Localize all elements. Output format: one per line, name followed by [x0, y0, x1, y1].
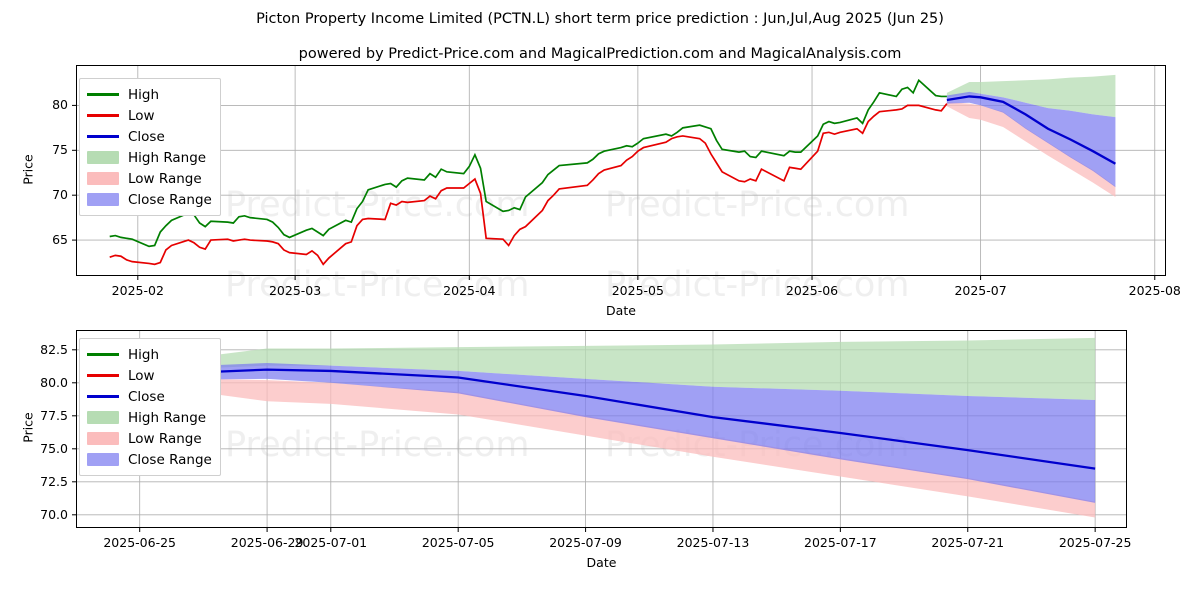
- legend-label: Close: [128, 128, 165, 145]
- low-range-band: [139, 377, 1096, 518]
- legend-label: High: [128, 346, 160, 363]
- legend-band-swatch-high-range: [87, 151, 119, 164]
- legend-item-low-range: Low Range: [87, 428, 212, 449]
- close-price-line: [139, 368, 1096, 470]
- legend-line-swatch-high: [87, 89, 119, 101]
- y-tick-label: 75: [52, 142, 68, 158]
- x-tick-label: 2025-03: [268, 283, 322, 298]
- legend-item-close-range: Close Range: [87, 189, 212, 210]
- x-tick-label: 2025-08: [1128, 283, 1181, 298]
- y-tick-label: 77.5: [40, 407, 68, 423]
- x-tick-label: 2025-07-05: [421, 535, 495, 550]
- legend-item-high-range: High Range: [87, 147, 212, 168]
- page-title: Picton Property Income Limited (PCTN.L) …: [256, 11, 944, 27]
- legend-label: High: [128, 86, 160, 103]
- legend-line-swatch-low: [87, 370, 119, 382]
- x-tick-label: 2025-02: [111, 283, 164, 298]
- legend-label: Close: [128, 388, 165, 405]
- top-chart-legend: High Low Close High Range Low Range Close Ran…: [79, 78, 221, 216]
- legend-label: High Range: [128, 409, 207, 426]
- high-range-band: [139, 337, 1096, 400]
- x-tick-label: 2025-07-09: [549, 535, 622, 550]
- close-range-band: [139, 363, 1096, 503]
- x-tick-label: 2025-07-21: [931, 535, 1005, 550]
- x-tick-label: 2025-06-29: [230, 535, 304, 550]
- bottom-x-axis-title: Date: [586, 555, 617, 570]
- legend-label: Low: [128, 107, 155, 124]
- bottom-chart-canvas: [72, 330, 1127, 532]
- y-tick-label: 72.5: [40, 473, 68, 489]
- x-tick-label: 2025-07-17: [804, 535, 877, 550]
- x-tick-label: 2025-07-01: [294, 535, 368, 550]
- x-tick-label: 2025-04: [443, 283, 496, 298]
- page-subtitle: powered by Predict-Price.com and Magical…: [298, 46, 902, 62]
- y-tick-label: 70: [52, 187, 68, 203]
- historical-and-forecast-chart: Predict-Price.com Predict-Price.com Predic…: [0, 60, 1200, 320]
- bottom-chart-legend: High Low Close High Range Low Range Close Ran…: [79, 338, 221, 476]
- top-chart-canvas: [72, 65, 1166, 280]
- y-tick-label: 65: [52, 232, 68, 248]
- x-tick-label: 2025-05: [611, 283, 664, 298]
- legend-label: Low Range: [128, 430, 202, 447]
- legend-item-high-range: High Range: [87, 407, 212, 428]
- x-tick-label: 2025-06-25: [103, 535, 177, 550]
- legend-item-low-range: Low Range: [87, 168, 212, 189]
- legend-item-close: Close: [87, 126, 212, 147]
- legend-item-close-range: Close Range: [87, 449, 212, 470]
- top-y-axis-title: Price: [20, 153, 36, 185]
- y-tick-label: 80: [52, 97, 68, 113]
- legend-band-swatch-low-range: [87, 432, 119, 445]
- legend-label: Low Range: [128, 170, 202, 187]
- legend-line-swatch-close: [87, 391, 119, 403]
- legend-item-high: High: [87, 84, 212, 105]
- legend-item-low: Low: [87, 105, 212, 126]
- legend-label: Close Range: [128, 191, 212, 208]
- legend-line-swatch-low: [87, 110, 119, 122]
- legend-label: Close Range: [128, 451, 212, 468]
- legend-band-swatch-low-range: [87, 172, 119, 185]
- legend-band-swatch-close-range: [87, 453, 119, 466]
- y-tick-label: 80.0: [40, 374, 68, 390]
- y-tick-label: 75.0: [40, 440, 68, 456]
- legend-band-swatch-high-range: [87, 411, 119, 424]
- legend-item-close: Close: [87, 386, 212, 407]
- legend-line-swatch-close: [87, 131, 119, 143]
- x-tick-label: 2025-07: [954, 283, 1007, 298]
- high-range-band: [946, 74, 1116, 118]
- x-tick-label: 2025-07-25: [1058, 535, 1132, 550]
- high-price-line: [109, 78, 947, 248]
- low-price-line: [109, 103, 948, 266]
- legend-item-high: High: [87, 344, 212, 365]
- y-tick-label: 82.5: [40, 341, 68, 357]
- bottom-y-axis-title: Price: [20, 412, 36, 443]
- low-range-band: [946, 101, 1116, 197]
- legend-label: Low: [128, 367, 155, 384]
- legend-item-low: Low: [87, 365, 212, 386]
- y-tick-label: 70.0: [40, 506, 68, 522]
- x-tick-label: 2025-06: [785, 283, 839, 298]
- close-price-line: [946, 95, 1116, 165]
- close-range-band: [946, 91, 1116, 188]
- legend-line-swatch-high: [87, 349, 119, 361]
- legend-band-swatch-close-range: [87, 193, 119, 206]
- legend-label: High Range: [128, 149, 207, 166]
- x-tick-label: 2025-07-13: [676, 535, 750, 550]
- top-x-axis-title: Date: [606, 303, 636, 318]
